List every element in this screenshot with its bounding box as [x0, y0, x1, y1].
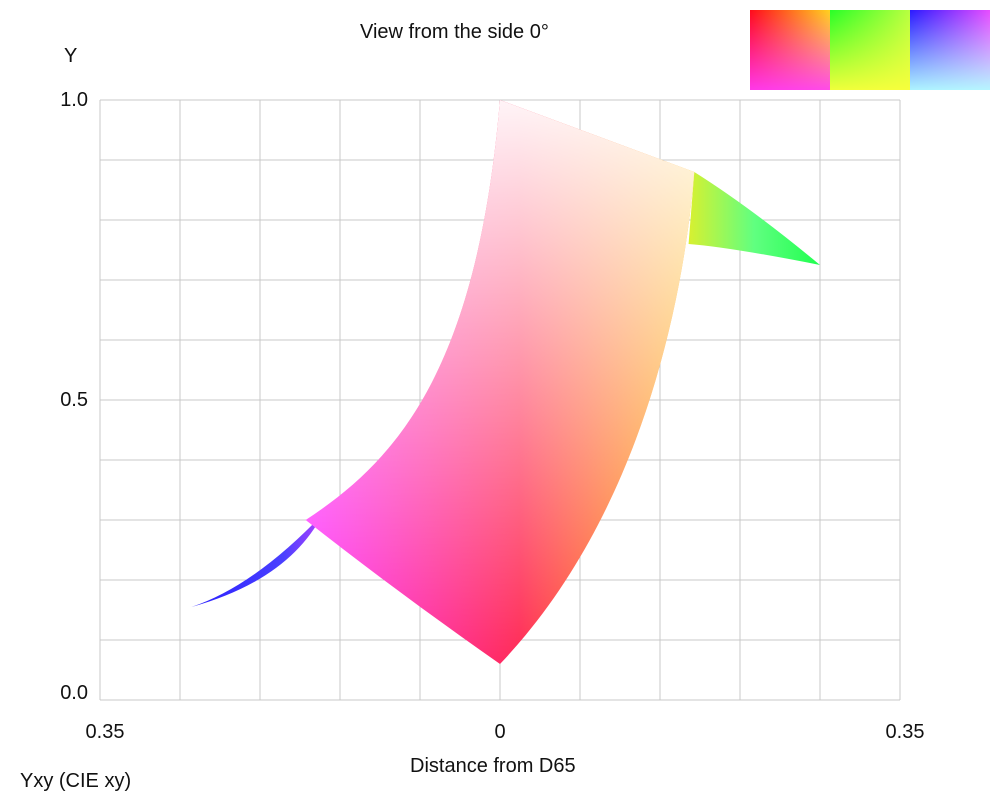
gamut-blue-region — [191, 514, 323, 607]
y-tick-label: 0.0 — [60, 682, 88, 704]
legend-swatch-blue — [910, 10, 990, 90]
x-tick-label: 0.35 — [85, 721, 125, 743]
y-axis-label: Y — [64, 45, 78, 67]
y-tick-label: 1.0 — [60, 89, 88, 111]
gamut-surface — [191, 100, 820, 664]
x-tick-label: 0 — [494, 721, 506, 743]
gamut-main-highlight — [305, 100, 695, 664]
x-tick-label: 0.35 — [885, 721, 925, 743]
legend-swatch-red — [750, 10, 830, 90]
gamut-green-region — [688, 172, 820, 265]
y-tick-label: 0.5 — [60, 389, 88, 411]
x-axis-label: Distance from D65 — [410, 755, 576, 777]
color-legend — [750, 10, 990, 90]
legend-swatch-green — [830, 10, 910, 90]
chart-title: View from the side 0° — [360, 21, 549, 43]
color-space-label: Yxy (CIE xy) — [20, 770, 132, 792]
